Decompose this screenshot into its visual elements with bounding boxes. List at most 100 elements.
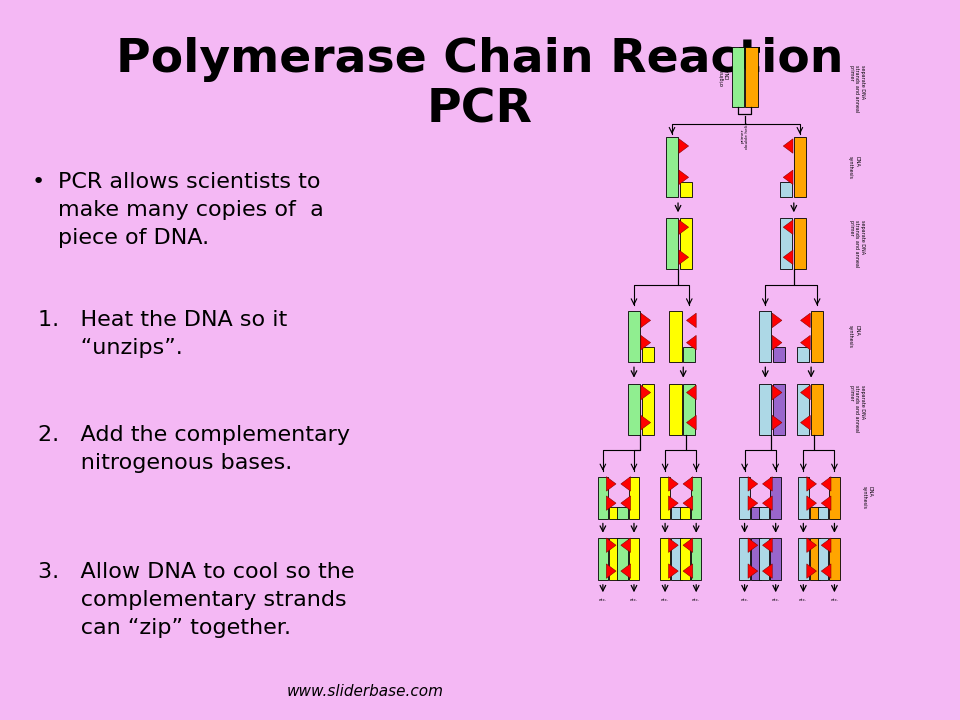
Bar bbox=[773, 384, 785, 435]
Polygon shape bbox=[668, 538, 678, 552]
Text: separate DNA
strands and anneal
primer: separate DNA strands and anneal primer bbox=[849, 220, 865, 267]
Polygon shape bbox=[684, 496, 693, 510]
Polygon shape bbox=[621, 538, 631, 552]
Bar bbox=[759, 538, 770, 580]
Text: •: • bbox=[32, 172, 44, 192]
Polygon shape bbox=[621, 477, 631, 491]
Bar bbox=[780, 182, 792, 197]
Text: primer
double helix: primer double helix bbox=[740, 122, 749, 149]
Bar bbox=[641, 384, 654, 435]
Bar bbox=[797, 384, 809, 435]
Polygon shape bbox=[641, 415, 651, 430]
Bar bbox=[666, 218, 678, 269]
Text: PCR: PCR bbox=[427, 88, 533, 132]
Text: DNA
synthesis: DNA synthesis bbox=[862, 486, 873, 509]
Bar bbox=[798, 477, 808, 519]
Polygon shape bbox=[668, 496, 678, 510]
Bar bbox=[739, 477, 750, 519]
Polygon shape bbox=[783, 170, 793, 184]
Polygon shape bbox=[679, 170, 688, 184]
Bar bbox=[739, 538, 750, 580]
Polygon shape bbox=[621, 496, 631, 510]
Polygon shape bbox=[772, 336, 781, 350]
Text: etc.: etc. bbox=[740, 598, 749, 602]
Polygon shape bbox=[607, 538, 616, 552]
Polygon shape bbox=[684, 538, 693, 552]
Polygon shape bbox=[686, 313, 696, 328]
Text: etc.: etc. bbox=[599, 598, 607, 602]
Polygon shape bbox=[748, 496, 757, 510]
Bar bbox=[609, 507, 619, 519]
Polygon shape bbox=[686, 336, 696, 350]
Bar bbox=[759, 311, 772, 362]
Bar bbox=[771, 477, 780, 519]
Text: 2.   Add the complementary
      nitrogenous bases.: 2. Add the complementary nitrogenous bas… bbox=[38, 425, 350, 473]
Bar bbox=[759, 507, 770, 519]
Polygon shape bbox=[783, 250, 793, 264]
Bar bbox=[598, 477, 608, 519]
Bar bbox=[609, 538, 619, 580]
Polygon shape bbox=[822, 477, 831, 491]
Polygon shape bbox=[806, 477, 816, 491]
Bar bbox=[669, 311, 682, 362]
Bar bbox=[691, 538, 702, 580]
Bar bbox=[598, 538, 608, 580]
Bar bbox=[684, 348, 695, 362]
Polygon shape bbox=[679, 250, 688, 264]
Bar bbox=[773, 348, 785, 362]
Polygon shape bbox=[762, 496, 772, 510]
Polygon shape bbox=[607, 477, 616, 491]
Text: DNA
synthesis: DNA synthesis bbox=[849, 325, 859, 348]
Text: separate DNA
strands and anneal
primer: separate DNA strands and anneal primer bbox=[849, 385, 865, 433]
Bar bbox=[759, 384, 772, 435]
Bar bbox=[809, 507, 820, 519]
Bar bbox=[829, 538, 840, 580]
Bar bbox=[829, 477, 840, 519]
Bar bbox=[780, 218, 792, 269]
Bar bbox=[660, 538, 670, 580]
Bar bbox=[745, 47, 757, 107]
Text: etc.: etc. bbox=[830, 598, 838, 602]
Text: PCR allows scientists to
make many copies of  a
piece of DNA.: PCR allows scientists to make many copie… bbox=[58, 172, 324, 248]
Bar bbox=[617, 507, 628, 519]
Polygon shape bbox=[748, 564, 757, 578]
Polygon shape bbox=[679, 220, 688, 235]
Polygon shape bbox=[684, 564, 693, 578]
Bar bbox=[684, 384, 695, 435]
Polygon shape bbox=[679, 139, 688, 153]
Bar bbox=[771, 538, 780, 580]
Bar bbox=[628, 311, 640, 362]
Polygon shape bbox=[801, 313, 810, 328]
Polygon shape bbox=[772, 385, 781, 400]
Polygon shape bbox=[822, 538, 831, 552]
Bar bbox=[660, 477, 670, 519]
Polygon shape bbox=[686, 385, 696, 400]
Polygon shape bbox=[684, 477, 693, 491]
Polygon shape bbox=[783, 220, 793, 235]
Polygon shape bbox=[668, 477, 678, 491]
Polygon shape bbox=[641, 313, 651, 328]
Text: www.sliderbase.com: www.sliderbase.com bbox=[286, 685, 444, 700]
Text: 3.   Allow DNA to cool so the
      complementary strands
      can “zip” togeth: 3. Allow DNA to cool so the complementar… bbox=[38, 562, 354, 638]
Text: original
DNA: original DNA bbox=[720, 68, 731, 86]
Bar bbox=[798, 538, 808, 580]
Bar bbox=[629, 477, 639, 519]
Bar bbox=[680, 538, 690, 580]
Bar bbox=[691, 477, 702, 519]
Text: etc.: etc. bbox=[800, 598, 807, 602]
Bar bbox=[811, 311, 823, 362]
Polygon shape bbox=[621, 564, 631, 578]
Polygon shape bbox=[668, 564, 678, 578]
Polygon shape bbox=[801, 415, 810, 430]
Text: etc.: etc. bbox=[692, 598, 700, 602]
Bar bbox=[628, 384, 640, 435]
Polygon shape bbox=[822, 496, 831, 510]
Text: 1.   Heat the DNA so it
      “unzips”.: 1. Heat the DNA so it “unzips”. bbox=[38, 310, 287, 358]
Polygon shape bbox=[748, 477, 757, 491]
Text: separate DNA
strands and anneal
primer: separate DNA strands and anneal primer bbox=[849, 66, 865, 112]
Polygon shape bbox=[772, 313, 781, 328]
Polygon shape bbox=[801, 336, 810, 350]
Polygon shape bbox=[822, 564, 831, 578]
Bar bbox=[680, 507, 690, 519]
Bar bbox=[818, 538, 828, 580]
